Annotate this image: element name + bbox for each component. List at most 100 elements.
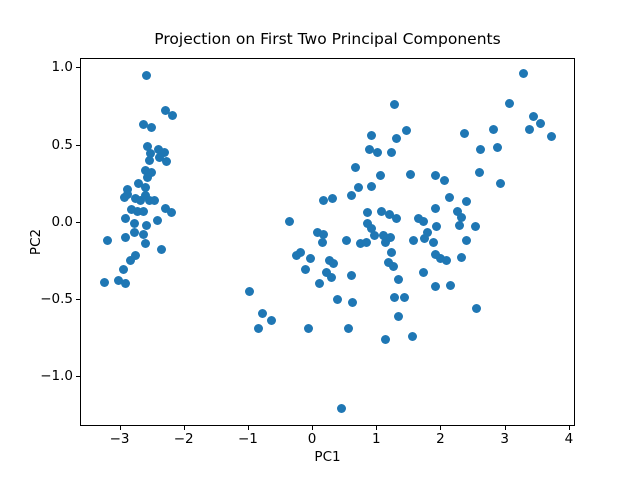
scatter-point — [341, 235, 351, 245]
scatter-point — [376, 206, 386, 216]
scatter-point — [291, 251, 301, 261]
scatter-point — [419, 234, 429, 244]
scatter-point — [392, 214, 402, 224]
x-tick-mark — [312, 426, 314, 430]
scatter-point — [400, 293, 410, 303]
scatter-point — [441, 256, 451, 266]
y-tick-label: 1.0 — [51, 59, 73, 76]
scatter-point — [394, 311, 404, 321]
scatter-point — [160, 203, 170, 213]
scatter-point — [167, 208, 176, 218]
scatter-point — [121, 232, 131, 242]
scatter-point — [435, 254, 445, 264]
y-tick-mark — [76, 221, 80, 223]
scatter-point — [152, 215, 162, 225]
chart-title: Projection on First Two Principal Compon… — [154, 30, 501, 48]
scatter-point — [470, 222, 480, 232]
scatter-point — [363, 218, 373, 228]
scatter-point — [369, 231, 379, 241]
scatter-point — [305, 254, 315, 264]
scatter-point — [367, 223, 377, 233]
scatter-point — [132, 206, 142, 216]
scatter-point — [258, 308, 268, 318]
x-tick-label: 0 — [307, 431, 317, 447]
scatter-point — [143, 141, 153, 151]
scatter-point — [471, 303, 481, 313]
scatter-point — [136, 195, 146, 205]
scatter-point — [245, 286, 255, 296]
y-axis-label: PC2 — [28, 228, 44, 256]
scatter-point — [319, 195, 329, 205]
scatter-point — [536, 118, 546, 128]
scatter-point — [134, 178, 144, 188]
scatter-point — [118, 265, 128, 275]
scatter-point — [385, 232, 395, 242]
scatter-point — [504, 98, 514, 108]
scatter-point — [430, 203, 440, 213]
scatter-point — [392, 134, 402, 144]
scatter-point — [102, 235, 112, 245]
scatter-point — [386, 147, 396, 157]
scatter-point — [394, 274, 404, 284]
scatter-point — [453, 206, 463, 216]
scatter-point — [160, 106, 170, 116]
scatter-point — [379, 231, 389, 241]
scatter-point — [253, 323, 263, 333]
scatter-point — [127, 205, 137, 215]
x-tick-mark — [568, 426, 570, 430]
y-tick-label: −1.0 — [40, 368, 73, 385]
x-tick-mark — [183, 426, 185, 430]
scatter-point — [129, 228, 139, 238]
scatter-point — [525, 124, 535, 134]
scatter-point — [149, 195, 159, 205]
scatter-point — [384, 209, 394, 219]
scatter-point — [144, 155, 154, 165]
y-tick-mark — [76, 299, 80, 301]
scatter-point — [496, 178, 506, 188]
scatter-point — [418, 217, 428, 227]
scatter-point — [343, 323, 353, 333]
scatter-point — [141, 220, 151, 230]
scatter-point — [356, 239, 366, 249]
scatter-point — [346, 271, 356, 281]
x-tick-mark — [376, 426, 378, 430]
y-tick-label: −0.5 — [40, 291, 73, 308]
scatter-point — [113, 276, 123, 286]
x-axis-label: PC1 — [314, 449, 341, 465]
scatter-point — [141, 239, 151, 249]
scatter-point — [123, 184, 133, 194]
scatter-point — [366, 130, 376, 140]
scatter-point — [139, 229, 149, 239]
scatter-point — [381, 237, 391, 247]
scatter-point — [430, 171, 440, 181]
scatter-point — [348, 297, 358, 307]
scatter-point — [296, 248, 306, 258]
scatter-point — [147, 123, 157, 133]
scatter-point — [430, 282, 440, 292]
scatter-point — [518, 69, 528, 79]
y-tick-mark — [76, 376, 80, 378]
scatter-point — [347, 191, 357, 201]
scatter-point — [461, 235, 471, 245]
scatter-point — [461, 197, 471, 207]
scatter-point — [365, 144, 375, 154]
scatter-point — [475, 144, 485, 154]
scatter-point — [383, 257, 393, 267]
x-tick-mark — [440, 426, 442, 430]
scatter-point — [367, 181, 377, 191]
scatter-point — [153, 144, 163, 154]
scatter-point — [389, 262, 399, 272]
y-tick-label: 0.5 — [51, 136, 73, 153]
scatter-point — [445, 280, 455, 290]
scatter-point — [139, 120, 149, 130]
scatter-point — [326, 273, 336, 283]
scatter-point — [285, 217, 295, 227]
scatter-point — [419, 268, 429, 278]
scatter-point — [129, 218, 139, 228]
scatter-point — [300, 265, 310, 275]
scatter-point — [389, 100, 399, 110]
scatter-point — [406, 169, 416, 179]
scatter-point — [529, 112, 539, 122]
scatter-point — [413, 214, 423, 224]
x-tick-mark — [119, 426, 121, 430]
